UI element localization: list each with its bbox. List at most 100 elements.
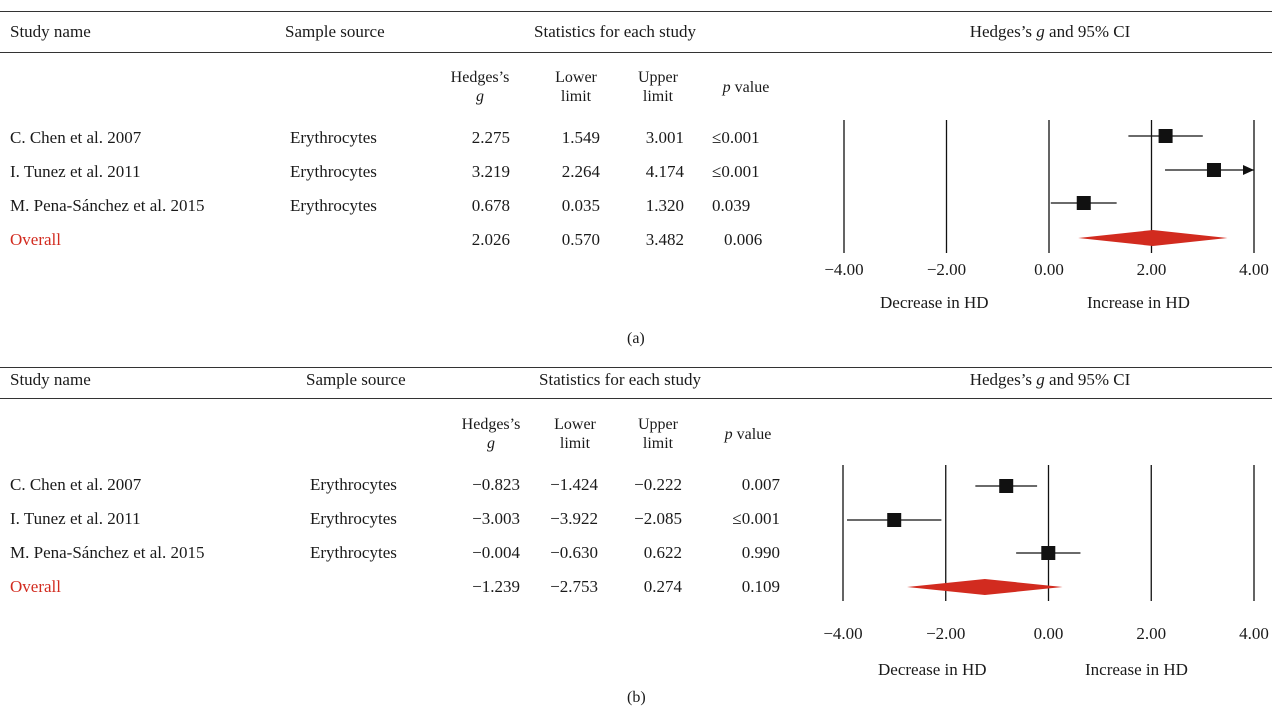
header-rule — [0, 52, 1272, 53]
row-g: −0.823 — [472, 475, 520, 494]
row-upper: 0.622 — [643, 543, 682, 562]
header-source: Sample source — [285, 22, 385, 41]
header-rule — [0, 398, 1272, 399]
axis-label-left: Decrease in HD — [880, 293, 989, 312]
row-study: C. Chen et al. 2007 — [10, 128, 142, 147]
top-rule — [0, 367, 1272, 368]
header-stats: Statistics for each study — [539, 370, 701, 389]
x-tick-label: 0.00 — [1034, 624, 1064, 643]
header-plot: Hedges’s g and 95% CI — [900, 370, 1200, 390]
col-head-upper-2: limit — [642, 88, 674, 105]
top-rule — [0, 11, 1272, 12]
overall-p: 0.109 — [741, 577, 780, 596]
row-p: ≤0.001 — [712, 162, 760, 181]
header-study: Study name — [10, 22, 91, 41]
effect-marker — [887, 513, 902, 527]
axis-label-right: Increase in HD — [1087, 293, 1190, 312]
row-source: Erythrocytes — [290, 196, 377, 215]
overall-g: 2.026 — [471, 230, 510, 249]
row-source: Erythrocytes — [310, 543, 397, 562]
row-source: Erythrocytes — [290, 162, 377, 181]
panel-caption: (b) — [627, 689, 646, 706]
header-study: Study name — [10, 370, 91, 389]
axis-label-left: Decrease in HD — [878, 660, 987, 679]
col-head-p-sym: p — [724, 426, 733, 443]
col-head-upper-2: limit — [642, 435, 674, 452]
row-lower: 0.035 — [561, 196, 600, 215]
x-tick-label: 2.00 — [1137, 260, 1167, 279]
row-p: 0.007 — [741, 475, 780, 494]
col-head-p-text: value — [730, 79, 770, 96]
col-head-upper: Upper limit — [628, 68, 688, 106]
row-g: 2.275 — [471, 128, 510, 147]
header-plot-text: Hedges’s g and 95% CI — [969, 370, 1131, 389]
overall-g: −1.239 — [472, 577, 520, 596]
header-stats: Statistics for each study — [534, 22, 696, 41]
x-tick-label: −4.00 — [824, 260, 863, 279]
col-head-p: p value — [706, 78, 786, 97]
col-head-upper-1: Upper — [638, 69, 678, 86]
x-tick-label: 4.00 — [1239, 624, 1269, 643]
x-tick-label: −2.00 — [927, 260, 966, 279]
header-source: Sample source — [306, 370, 406, 389]
axis-label-right: Increase in HD — [1085, 660, 1188, 679]
col-head-lower-2: limit — [560, 88, 592, 105]
effect-marker — [999, 479, 1014, 493]
col-head-p: p value — [708, 425, 788, 444]
forest-plot-b: Study name Sample source Statistics for … — [0, 367, 1272, 716]
overall-diamond — [907, 579, 1063, 595]
row-p: 0.039 — [712, 196, 751, 215]
forest-plot-area: −4.00 −2.00 0.00 2.00 4.00 — [823, 465, 1269, 643]
overall-lower: 0.570 — [561, 230, 600, 249]
row-study: I. Tunez et al. 2011 — [10, 162, 141, 181]
effect-marker — [1158, 129, 1173, 143]
row-lower: −3.922 — [550, 509, 598, 528]
row-study: M. Pena-Sánchez et al. 2015 — [10, 196, 205, 215]
col-head-lower-2: limit — [559, 435, 591, 452]
col-head-lower-1: Lower — [554, 416, 596, 433]
x-tick-label: 2.00 — [1136, 624, 1166, 643]
row-upper: 3.001 — [645, 128, 684, 147]
row-g: −0.004 — [472, 543, 520, 562]
col-head-p-sym: p — [722, 79, 731, 96]
col-head-g-label: Hedges’s — [461, 416, 521, 433]
row-p: ≤0.001 — [712, 128, 760, 147]
row-p: ≤0.001 — [732, 509, 780, 528]
forest-plot-area: −4.00 −2.00 0.00 2.00 4.00 — [824, 120, 1269, 279]
col-head-upper-1: Upper — [638, 416, 678, 433]
overall-label: Overall — [10, 230, 61, 249]
x-tick-label: −2.00 — [926, 624, 965, 643]
row-p: 0.990 — [741, 543, 780, 562]
panel-caption: (a) — [627, 330, 645, 347]
col-head-p-text: value — [732, 426, 772, 443]
row-upper: 4.174 — [645, 162, 684, 181]
header-plot: Hedges’s g and 95% CI — [900, 22, 1200, 42]
row-study: C. Chen et al. 2007 — [10, 475, 142, 494]
effect-marker — [1041, 546, 1056, 560]
effect-marker — [1206, 163, 1221, 177]
effect-marker — [1076, 196, 1091, 210]
row-upper: −0.222 — [634, 475, 682, 494]
row-lower: −0.630 — [550, 543, 598, 562]
x-tick-label: 4.00 — [1239, 260, 1269, 279]
row-upper: −2.085 — [634, 509, 682, 528]
col-head-g: Hedges’s g — [455, 415, 527, 453]
overall-p: 0.006 — [724, 230, 763, 249]
row-lower: 1.549 — [561, 128, 600, 147]
x-tick-label: 0.00 — [1034, 260, 1064, 279]
row-lower: 2.264 — [561, 162, 600, 181]
col-head-lower: Lower limit — [548, 68, 604, 106]
col-head-g-label: Hedges’s — [450, 69, 510, 86]
row-g: −3.003 — [472, 509, 520, 528]
row-g: 0.678 — [471, 196, 510, 215]
x-tick-label: −4.00 — [823, 624, 862, 643]
col-head-g: Hedges’s g — [444, 68, 516, 106]
overall-upper: 3.482 — [645, 230, 684, 249]
overall-label: Overall — [10, 577, 61, 596]
row-source: Erythrocytes — [290, 128, 377, 147]
col-head-upper: Upper limit — [628, 415, 688, 453]
row-upper: 1.320 — [645, 196, 684, 215]
row-study: M. Pena-Sánchez et al. 2015 — [10, 543, 205, 562]
row-source: Erythrocytes — [310, 509, 397, 528]
row-study: I. Tunez et al. 2011 — [10, 509, 141, 528]
